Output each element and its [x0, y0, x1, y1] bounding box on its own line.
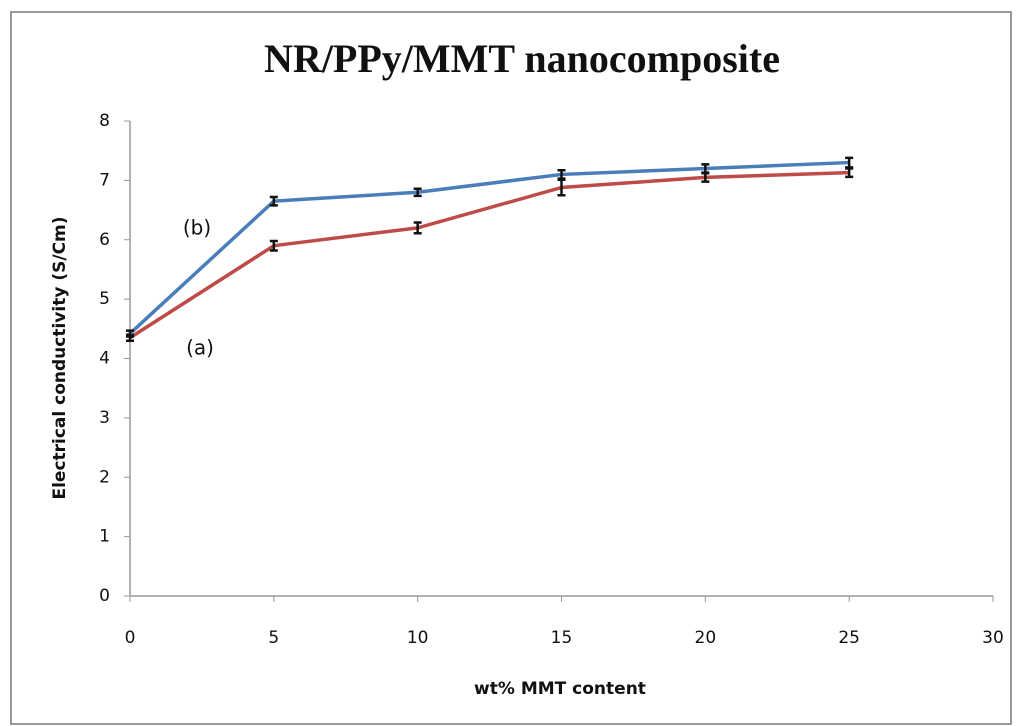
x-tick-label: 10: [407, 628, 429, 648]
chart-title: NR/PPy/MMT nanocomposite: [264, 36, 780, 81]
y-tick-label: 2: [99, 467, 110, 487]
x-tick-label: 5: [268, 628, 279, 648]
y-tick-label: 8: [99, 111, 110, 131]
x-axis-title: wt% MMT content: [474, 679, 646, 699]
y-tick-label: 4: [99, 349, 110, 369]
error-bar: [557, 169, 566, 180]
x-tick-label: 30: [982, 628, 1004, 648]
x-tick-label: 0: [125, 628, 136, 648]
y-axis-title: Electrical conductivity (S/Cm): [50, 216, 70, 499]
series-label: (a): [186, 336, 214, 360]
error-bar: [413, 187, 422, 198]
error-bar: [701, 163, 710, 174]
error-bar: [269, 195, 278, 207]
x-tick-label: 15: [551, 628, 573, 648]
series-line: [128, 160, 850, 335]
error-bar: [845, 156, 854, 169]
y-tick-label: 0: [99, 586, 110, 606]
y-tick-label: 7: [99, 170, 110, 190]
error-bar: [269, 239, 278, 252]
x-tick-label: 20: [695, 628, 717, 648]
chart-frame: [10, 11, 1012, 725]
y-tick-label: 1: [99, 527, 110, 547]
error-bar: [126, 329, 134, 338]
y-tick-label: 6: [99, 230, 110, 250]
error-bar: [413, 221, 422, 235]
y-tick-label: 5: [99, 289, 110, 309]
x-tick-label: 25: [838, 628, 860, 648]
series-line: [129, 170, 850, 340]
series-label: (b): [183, 216, 211, 240]
y-tick-label: 3: [99, 408, 110, 428]
